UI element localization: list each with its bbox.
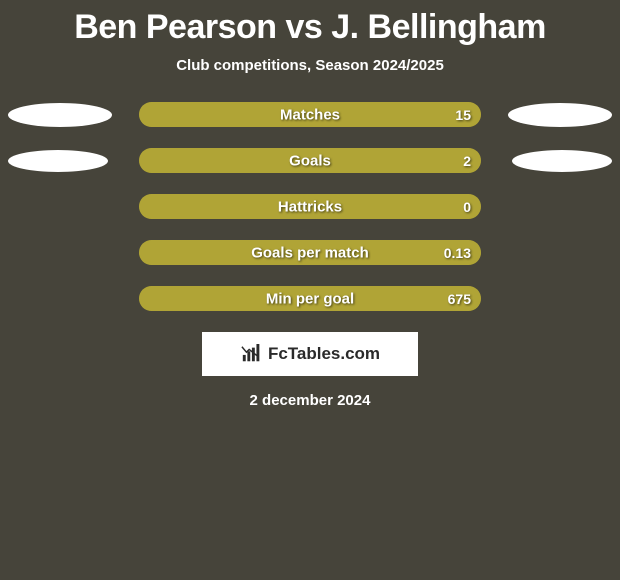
left-ellipse (8, 150, 108, 172)
stat-value-right: 675 (448, 291, 471, 307)
stat-bar-track: Hattricks 0 (139, 194, 481, 219)
stat-value-right: 0.13 (444, 245, 471, 261)
stat-label: Matches (280, 106, 340, 123)
branding-box: FcTables.com (202, 332, 418, 376)
branding-text: FcTables.com (268, 344, 380, 364)
stat-label: Goals (289, 152, 331, 169)
stat-label: Min per goal (266, 290, 354, 307)
stat-value-right: 0 (463, 199, 471, 215)
stat-row: Goals per match 0.13 (0, 240, 620, 265)
stats-area: Matches 15 Goals 2 Hattricks 0 Goals per match… (0, 102, 620, 311)
stat-label: Hattricks (278, 198, 342, 215)
stat-bar-track: Goals 2 (139, 148, 481, 173)
page-title: Ben Pearson vs J. Bellingham (0, 0, 620, 47)
stat-row: Min per goal 675 (0, 286, 620, 311)
stat-label: Goals per match (251, 244, 369, 261)
stat-value-right: 2 (463, 153, 471, 169)
stat-row: Matches 15 (0, 102, 620, 127)
stat-value-right: 15 (455, 107, 471, 123)
right-ellipse (508, 103, 612, 127)
stat-bar-track: Matches 15 (139, 102, 481, 127)
left-ellipse (8, 103, 112, 127)
date-text: 2 december 2024 (0, 392, 620, 409)
comparison-container: Ben Pearson vs J. Bellingham Club compet… (0, 0, 620, 580)
bar-chart-icon (240, 344, 262, 364)
stat-bar-track: Goals per match 0.13 (139, 240, 481, 265)
page-subtitle: Club competitions, Season 2024/2025 (0, 57, 620, 74)
stat-row: Hattricks 0 (0, 194, 620, 219)
right-ellipse (512, 150, 612, 172)
stat-bar-track: Min per goal 675 (139, 286, 481, 311)
stat-row: Goals 2 (0, 148, 620, 173)
